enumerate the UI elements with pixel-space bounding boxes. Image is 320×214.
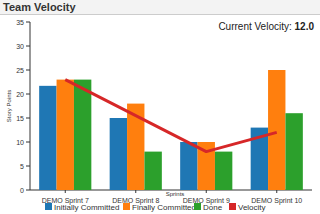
velocity-line bbox=[65, 80, 277, 152]
bar bbox=[268, 70, 285, 190]
y-axis bbox=[30, 22, 31, 190]
x-tick bbox=[65, 190, 66, 193]
bar bbox=[57, 80, 74, 190]
y-tick-label: 35 bbox=[16, 19, 24, 26]
legend-label: Finally Committed bbox=[132, 203, 196, 212]
y-tick-label: 25 bbox=[16, 67, 24, 74]
header-border bbox=[0, 14, 320, 15]
header-bg bbox=[0, 0, 320, 14]
title: Team Velocity bbox=[3, 1, 76, 13]
y-tick-label: 5 bbox=[20, 163, 24, 170]
legend-swatch bbox=[123, 203, 130, 210]
y-axis-label: Story Points bbox=[6, 90, 12, 122]
bar bbox=[285, 113, 302, 190]
bar bbox=[74, 80, 91, 190]
y-tick bbox=[26, 22, 30, 23]
annotation-value: 12.0 bbox=[295, 21, 315, 32]
y-tick bbox=[26, 166, 30, 167]
y-tick bbox=[26, 70, 30, 71]
y-tick-label: 15 bbox=[16, 115, 24, 122]
legend-label: Done bbox=[203, 203, 223, 212]
x-tick bbox=[276, 190, 277, 193]
legend-swatch bbox=[229, 203, 236, 210]
y-tick-label: 20 bbox=[16, 91, 24, 98]
legend-label: Initially Committed bbox=[54, 203, 119, 212]
x-tick bbox=[206, 190, 207, 193]
y-tick bbox=[26, 46, 30, 47]
y-tick-label: 0 bbox=[20, 187, 24, 194]
legend-label: Velocity bbox=[238, 203, 266, 212]
legend-swatch bbox=[45, 203, 52, 210]
y-tick-label: 10 bbox=[16, 139, 24, 146]
x-tick bbox=[135, 190, 136, 193]
chart: Team Velocity Current Velocity: 12.0 0 5 10 1… bbox=[0, 0, 320, 214]
bar bbox=[110, 118, 127, 190]
annotation: Current Velocity: 12.0 bbox=[218, 21, 314, 32]
y-tick bbox=[26, 142, 30, 143]
bar bbox=[180, 142, 197, 190]
y-tick-label: 30 bbox=[16, 43, 24, 50]
bar bbox=[39, 86, 56, 190]
bar bbox=[144, 152, 161, 190]
bar bbox=[215, 152, 232, 190]
x-axis-label: Sprints bbox=[166, 191, 185, 197]
y-tick bbox=[26, 190, 30, 191]
y-tick bbox=[26, 94, 30, 95]
y-tick bbox=[26, 118, 30, 119]
annotation-text: Current Velocity: bbox=[218, 21, 294, 32]
legend-swatch bbox=[194, 203, 201, 210]
